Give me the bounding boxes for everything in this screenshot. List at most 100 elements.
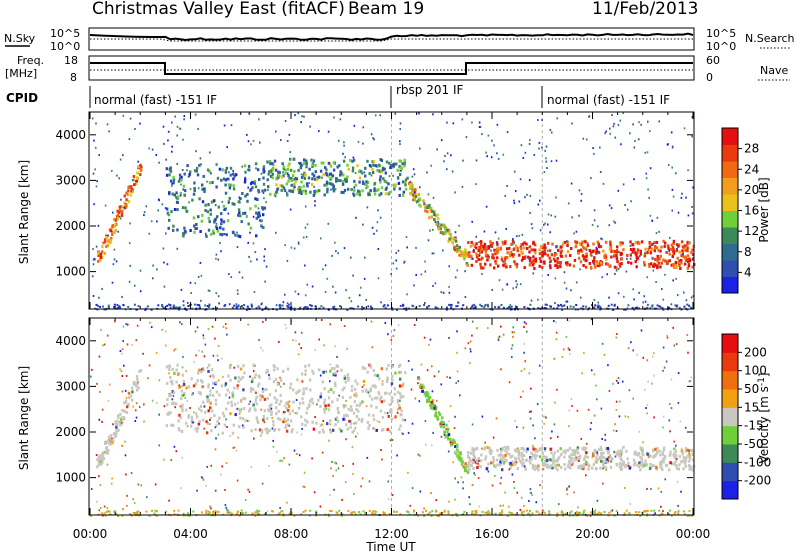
data-cell (171, 382, 174, 386)
data-cell (180, 175, 183, 179)
data-cell (338, 164, 341, 168)
data-cell (591, 249, 595, 253)
data-cell (249, 182, 253, 186)
noise-cell (511, 356, 513, 359)
noise-cell (430, 164, 432, 167)
near-range-cell (364, 511, 367, 514)
data-cell (198, 391, 202, 395)
data-cell (221, 431, 224, 435)
near-range-cell (562, 513, 565, 515)
freq-frame (88, 55, 695, 81)
data-cell (484, 457, 487, 461)
near-range-cell (212, 513, 215, 516)
data-cell (278, 171, 281, 174)
data-cell (522, 454, 526, 458)
noise-cell (274, 428, 277, 431)
noise-cell (322, 268, 324, 271)
y-tick-label: 3000 (55, 173, 86, 187)
data-cell (97, 259, 100, 263)
noise-cell (411, 175, 414, 178)
noise-cell (550, 131, 553, 134)
noise-cell (207, 289, 210, 292)
data-cell (496, 243, 499, 247)
noise-cell (316, 403, 318, 406)
data-cell (239, 400, 243, 404)
data-cell (649, 262, 653, 266)
noise-cell (532, 444, 534, 447)
near-range-cell (217, 511, 220, 514)
freq-tick-top: 18 (64, 54, 78, 67)
data-cell (103, 442, 107, 446)
noise-cell (107, 234, 110, 237)
data-cell (372, 160, 376, 164)
near-range-cell (150, 308, 153, 311)
noise-cell (261, 482, 264, 485)
data-cell (358, 190, 361, 194)
data-cell (209, 389, 212, 393)
colorbar-tick-label: 16 (744, 204, 759, 218)
noise-cell (413, 173, 416, 176)
data-cell (205, 234, 208, 238)
data-cell (436, 220, 440, 224)
data-cell (541, 254, 544, 258)
data-cell (644, 247, 647, 251)
near-range-cell (166, 304, 169, 307)
data-cell (619, 264, 622, 268)
data-cell (474, 460, 477, 464)
noise-cell (691, 212, 694, 215)
noise-cell (290, 246, 293, 249)
noise-cell (570, 289, 572, 292)
noise-cell (605, 468, 607, 471)
data-cell (684, 464, 687, 468)
noise-cell (348, 296, 351, 299)
data-cell (470, 263, 474, 267)
noise-cell (342, 464, 344, 467)
data-cell (565, 263, 569, 267)
data-cell (165, 365, 169, 369)
data-cell (588, 249, 591, 252)
data-cell (130, 187, 133, 191)
data-cell (178, 177, 182, 181)
near-range-cell (328, 514, 330, 517)
data-cell (552, 257, 556, 261)
data-cell (485, 253, 488, 257)
data-cell (568, 460, 572, 464)
data-cell (323, 387, 326, 391)
data-cell (231, 202, 234, 206)
data-cell (177, 419, 180, 423)
data-cell (227, 177, 230, 181)
data-cell (399, 159, 403, 163)
data-cell (643, 254, 647, 258)
noise-cell (285, 191, 288, 194)
data-cell (524, 467, 527, 471)
noise-cell (471, 334, 473, 337)
noise-cell (321, 423, 324, 426)
freq-tick-bottom: 8 (70, 71, 77, 84)
data-cell (295, 177, 299, 181)
nsearch-tick-top: 10^5 (706, 27, 736, 40)
noise-cell (671, 188, 674, 191)
near-range-cell (677, 512, 680, 515)
noise-cell (651, 382, 653, 385)
data-cell (475, 458, 478, 462)
noise-cell (673, 447, 675, 450)
noise-cell (323, 344, 325, 347)
data-cell (442, 224, 445, 228)
data-cell (573, 449, 576, 453)
data-cell (225, 166, 229, 170)
data-cell (585, 254, 588, 258)
data-cell (551, 242, 554, 246)
data-cell (178, 385, 181, 389)
data-cell (480, 250, 484, 254)
data-cell (556, 468, 559, 472)
noise-cell (215, 292, 217, 295)
noise-cell (491, 288, 493, 291)
data-cell (204, 410, 207, 414)
near-range-cell (303, 307, 306, 309)
data-cell (683, 244, 686, 248)
data-cell (424, 209, 427, 213)
data-cell (351, 159, 354, 163)
data-cell (314, 177, 317, 181)
data-cell (384, 187, 388, 191)
noise-cell (523, 321, 526, 324)
